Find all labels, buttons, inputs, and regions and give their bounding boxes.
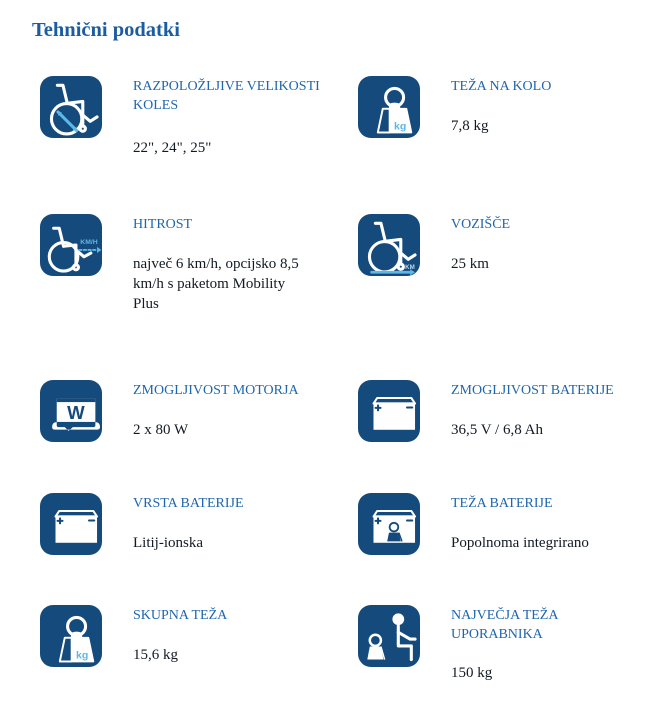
- svg-text:KM: KM: [405, 264, 415, 271]
- svg-text:KM/H: KM/H: [80, 239, 97, 246]
- svg-text:W: W: [67, 402, 85, 423]
- svg-text:kg: kg: [394, 120, 406, 132]
- svg-text:kg: kg: [76, 649, 88, 661]
